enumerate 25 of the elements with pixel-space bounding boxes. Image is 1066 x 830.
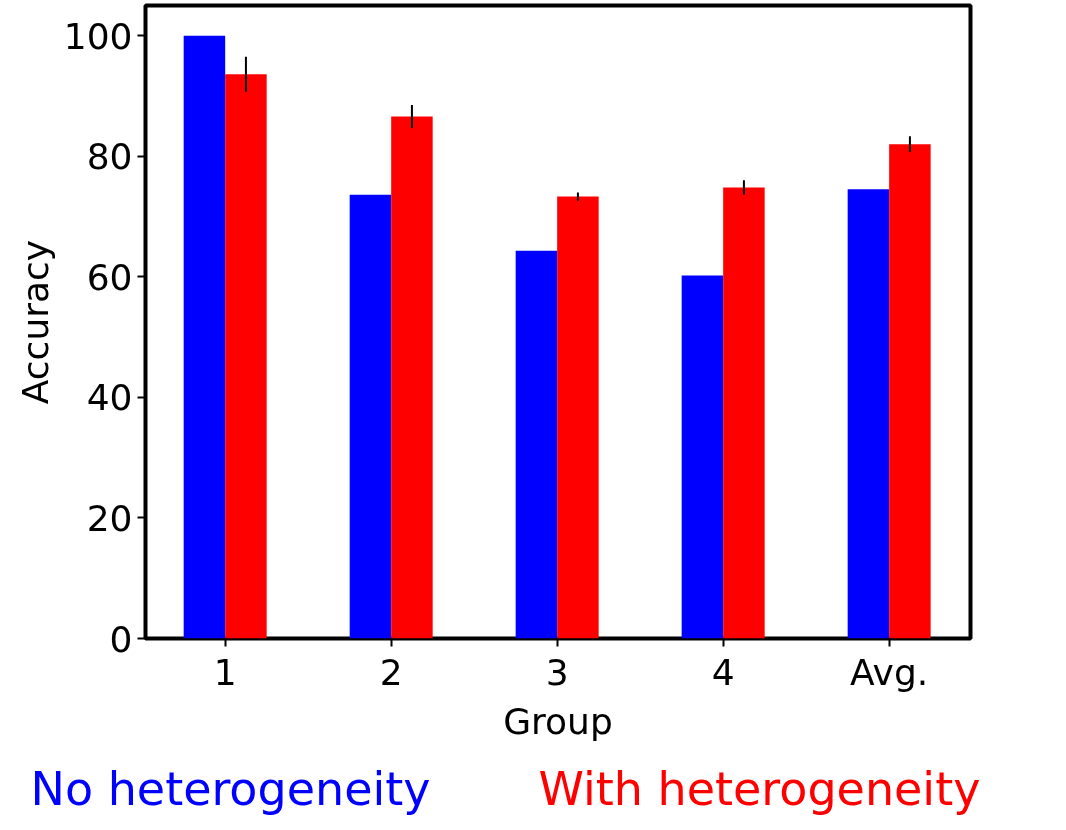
bar — [349, 194, 392, 639]
x-tick-label: Avg. — [850, 651, 929, 693]
bar — [183, 35, 226, 639]
y-tick-label: 20 — [86, 497, 133, 539]
x-tick-label: 2 — [379, 651, 403, 693]
x-tick-label: 3 — [545, 651, 569, 693]
x-tick-label: 1 — [213, 651, 237, 693]
y-axis-title: Accuracy — [14, 239, 56, 405]
text: With heterogeneity — [538, 761, 981, 816]
y-tick-label: 60 — [86, 256, 133, 298]
bar — [515, 250, 558, 639]
bar — [557, 196, 599, 639]
bar — [889, 144, 931, 639]
bar — [391, 116, 433, 639]
y-tick-label: 80 — [86, 136, 133, 178]
bar — [225, 74, 267, 639]
bar — [847, 189, 890, 639]
x-tick-label: 4 — [711, 651, 735, 693]
text: No heterogeneity — [30, 761, 431, 816]
x-axis-title: Group — [503, 700, 613, 742]
bar — [723, 187, 765, 639]
y-tick-label: 40 — [86, 377, 133, 419]
y-tick-label: 100 — [63, 15, 133, 57]
bar — [681, 275, 724, 639]
y-tick-label: 0 — [109, 618, 133, 660]
